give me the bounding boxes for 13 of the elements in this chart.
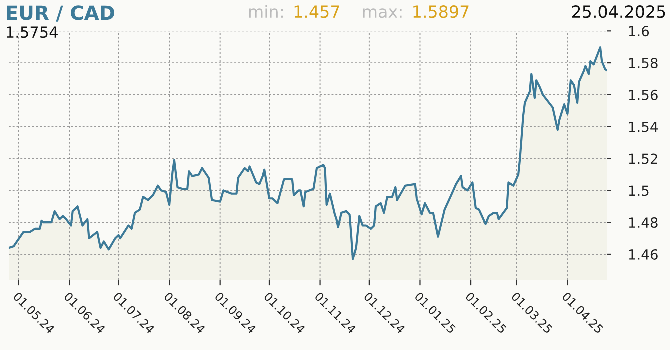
y-tick-label: 1.5 xyxy=(629,186,649,196)
y-tick-label: 1.56 xyxy=(629,90,658,100)
annotation: 1.5754 xyxy=(7,26,58,38)
y-tick-label: 1.54 xyxy=(629,122,658,132)
y-tick-label: 1.58 xyxy=(629,58,658,69)
y-tick-label: 1.52 xyxy=(629,154,658,164)
text: max: 1.5897 xyxy=(363,6,469,18)
text: 25.04.2025 xyxy=(572,6,666,18)
y-tick-label: 1.6 xyxy=(629,26,650,37)
chart-title: EUR / CAD xyxy=(7,6,114,22)
y-tick-label: 1.48 xyxy=(629,218,658,228)
text: min: 1.457 xyxy=(249,5,340,18)
y-tick-label: 1.46 xyxy=(629,249,658,260)
